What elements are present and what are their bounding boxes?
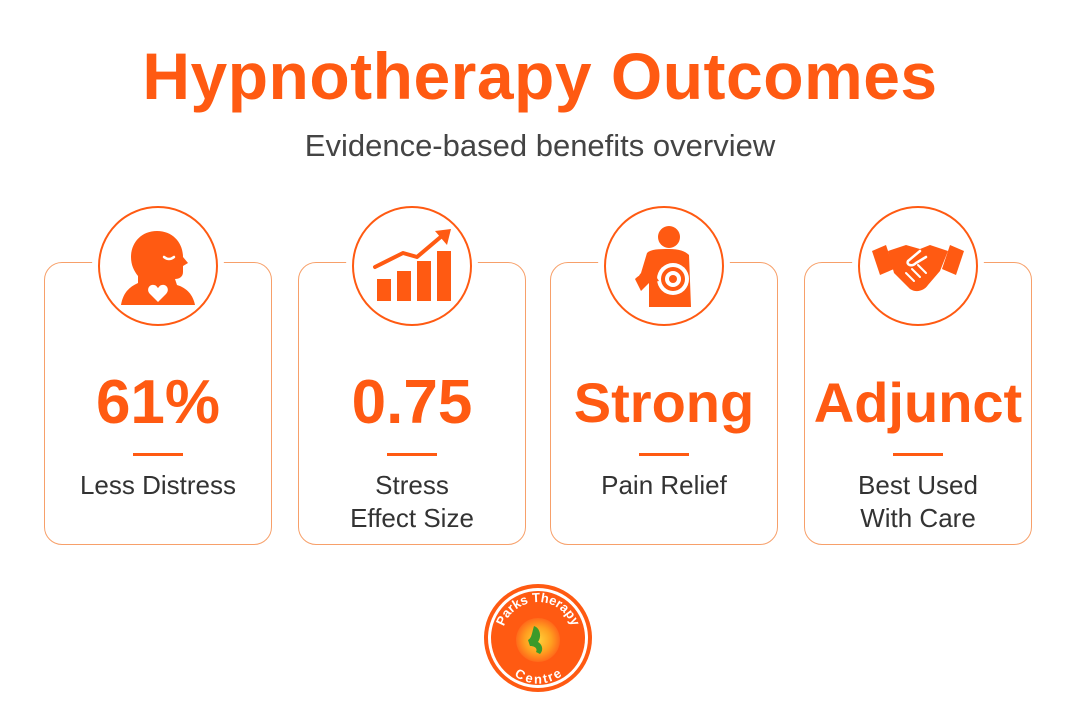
page-subtitle: Evidence-based benefits overview bbox=[304, 128, 776, 163]
parks-therapy-logo: Parks Therapy Centre bbox=[482, 582, 594, 694]
stat-label: Pain Relief bbox=[601, 470, 727, 500]
stat-label: Less Distress bbox=[79, 470, 237, 500]
divider bbox=[893, 453, 943, 456]
stat-value: Strong bbox=[573, 371, 755, 434]
stat-label: Best Used With Care bbox=[858, 470, 978, 533]
rising-bar-chart-icon bbox=[352, 206, 472, 326]
stat-label: Stress Effect Size bbox=[350, 470, 474, 533]
stat-card-pain: Strong Pain Relief bbox=[550, 262, 778, 545]
divider bbox=[639, 453, 689, 456]
handshake-icon bbox=[858, 206, 978, 326]
divider bbox=[133, 453, 183, 456]
stat-value: 61% bbox=[95, 368, 221, 437]
svg-text:Centre: Centre bbox=[512, 665, 564, 686]
stat-value: 0.75 bbox=[351, 368, 473, 437]
page-title: Hypnotherapy Outcomes bbox=[142, 39, 938, 113]
body-pain-target-icon bbox=[604, 206, 724, 326]
stat-value: Adjunct bbox=[813, 371, 1023, 434]
divider bbox=[387, 453, 437, 456]
head-heart-icon bbox=[98, 206, 218, 326]
